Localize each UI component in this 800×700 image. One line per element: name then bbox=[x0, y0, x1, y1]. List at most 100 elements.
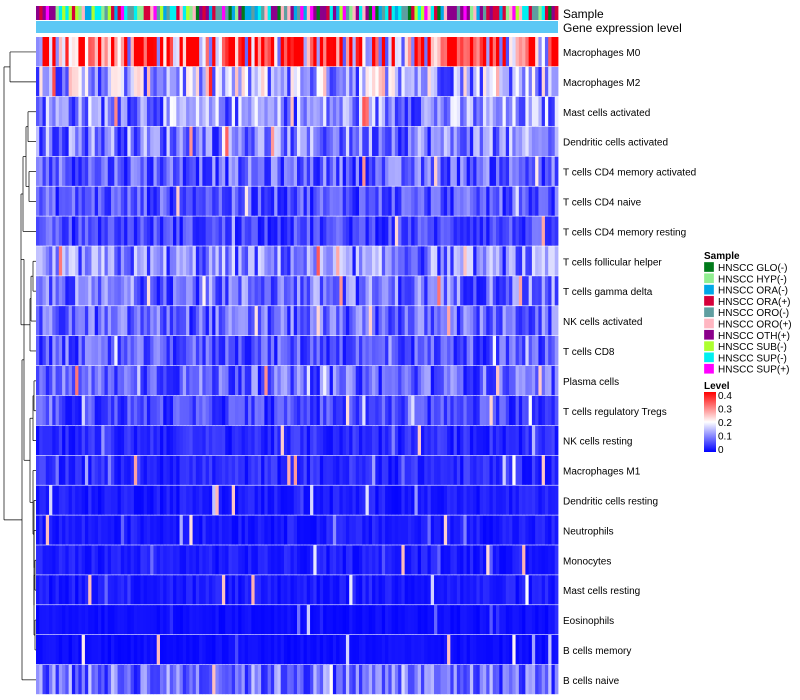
heatmap-cell bbox=[496, 425, 500, 455]
heatmap-cell bbox=[228, 126, 233, 156]
heatmap-cell bbox=[551, 336, 556, 366]
heatmap-cell bbox=[515, 425, 520, 455]
sample-annotation-cell bbox=[398, 6, 402, 20]
heatmap-cell bbox=[310, 156, 314, 186]
heatmap-cell bbox=[75, 664, 79, 695]
heatmap-cell bbox=[339, 66, 344, 97]
heatmap-cell bbox=[88, 276, 92, 306]
heatmap-cell bbox=[522, 276, 526, 306]
heatmap-cell bbox=[420, 635, 425, 665]
heatmap-cell bbox=[68, 156, 73, 186]
heatmap-cell bbox=[512, 395, 516, 426]
heatmap-cell bbox=[544, 216, 549, 246]
heatmap-cell bbox=[466, 485, 471, 515]
heatmap-cell bbox=[342, 66, 347, 97]
heatmap-cell bbox=[130, 186, 135, 216]
heatmap-cell bbox=[378, 515, 383, 545]
heatmap-cell bbox=[482, 515, 487, 545]
heatmap-cell bbox=[476, 365, 481, 396]
heatmap-cell bbox=[49, 66, 53, 97]
heatmap-cell bbox=[91, 395, 96, 426]
heatmap-cell bbox=[159, 276, 164, 306]
heatmap-cell bbox=[505, 37, 510, 67]
heatmap-cell bbox=[221, 156, 226, 186]
heatmap-cell bbox=[404, 425, 409, 455]
heatmap-cell bbox=[319, 425, 324, 455]
heatmap-cell bbox=[401, 186, 406, 216]
heatmap-cell bbox=[290, 605, 295, 635]
heatmap-cell bbox=[248, 575, 252, 605]
heatmap-cell bbox=[345, 605, 350, 635]
heatmap-cell bbox=[225, 186, 229, 216]
heatmap-cell bbox=[424, 635, 428, 665]
heatmap-cell bbox=[443, 425, 448, 455]
heatmap-cell bbox=[97, 425, 102, 455]
heatmap-cell bbox=[401, 545, 406, 575]
heatmap-cell bbox=[362, 306, 366, 336]
heatmap-cell bbox=[420, 156, 425, 186]
heatmap-cell bbox=[460, 635, 464, 665]
heatmap-cell bbox=[156, 186, 161, 216]
heatmap-cell bbox=[499, 37, 503, 67]
heatmap-cell bbox=[114, 545, 118, 575]
heatmap-cell bbox=[375, 246, 379, 276]
heatmap-cell bbox=[447, 545, 451, 575]
heatmap-cell bbox=[130, 336, 135, 366]
heatmap-cell bbox=[453, 216, 458, 246]
heatmap-cell bbox=[528, 395, 533, 426]
heatmap-cell bbox=[78, 635, 83, 665]
heatmap-cell bbox=[319, 545, 324, 575]
heatmap-cell bbox=[127, 515, 132, 545]
heatmap-cell bbox=[538, 545, 543, 575]
heatmap-cell bbox=[466, 575, 471, 605]
heatmap-cell bbox=[319, 575, 324, 605]
heatmap-cell bbox=[352, 126, 357, 156]
heatmap-cell bbox=[544, 425, 549, 455]
heatmap-cell bbox=[261, 395, 265, 426]
heatmap-cell bbox=[120, 515, 125, 545]
heatmap-cell bbox=[460, 395, 464, 426]
heatmap-cell bbox=[270, 575, 275, 605]
heatmap-cell bbox=[42, 276, 47, 306]
heatmap-cell bbox=[326, 156, 331, 186]
heatmap-cell bbox=[97, 306, 102, 336]
heatmap-cell bbox=[55, 246, 60, 276]
heatmap-cell bbox=[166, 186, 171, 216]
heatmap-cell bbox=[424, 246, 428, 276]
heatmap-row bbox=[36, 276, 559, 306]
heatmap-cell bbox=[434, 126, 438, 156]
heatmap-cell bbox=[385, 216, 389, 246]
heatmap-cell bbox=[548, 126, 552, 156]
heatmap-cell bbox=[277, 545, 282, 575]
heatmap-cell bbox=[254, 664, 259, 695]
heatmap-cell bbox=[518, 365, 523, 396]
heatmap-cell bbox=[137, 395, 141, 426]
heatmap-cell bbox=[522, 306, 526, 336]
heatmap-cell bbox=[443, 276, 448, 306]
sample-annotation-cell bbox=[179, 6, 184, 20]
heatmap-cell bbox=[235, 66, 239, 97]
heatmap-cell bbox=[176, 485, 180, 515]
heatmap-cell bbox=[509, 186, 513, 216]
heatmap-cell bbox=[65, 336, 70, 366]
heatmap-cell bbox=[362, 605, 366, 635]
heatmap-cell bbox=[414, 96, 419, 127]
heatmap-cell bbox=[394, 635, 399, 665]
heatmap-cell bbox=[365, 365, 370, 396]
heatmap-cell bbox=[368, 156, 373, 186]
heatmap-cell bbox=[176, 515, 180, 545]
heatmap-cell bbox=[241, 605, 246, 635]
heatmap-cell bbox=[385, 96, 389, 127]
heatmap-cell bbox=[505, 515, 510, 545]
heatmap-cell bbox=[518, 96, 523, 127]
heatmap-cell bbox=[522, 605, 526, 635]
heatmap-cell bbox=[290, 485, 295, 515]
heatmap-cell bbox=[541, 276, 546, 306]
heatmap-cell bbox=[319, 66, 324, 97]
heatmap-cell bbox=[453, 455, 458, 485]
heatmap-cell bbox=[332, 515, 337, 545]
heatmap-cell bbox=[49, 664, 53, 695]
heatmap-cell bbox=[368, 336, 373, 366]
heatmap-cell bbox=[463, 156, 468, 186]
heatmap-cell bbox=[512, 186, 516, 216]
